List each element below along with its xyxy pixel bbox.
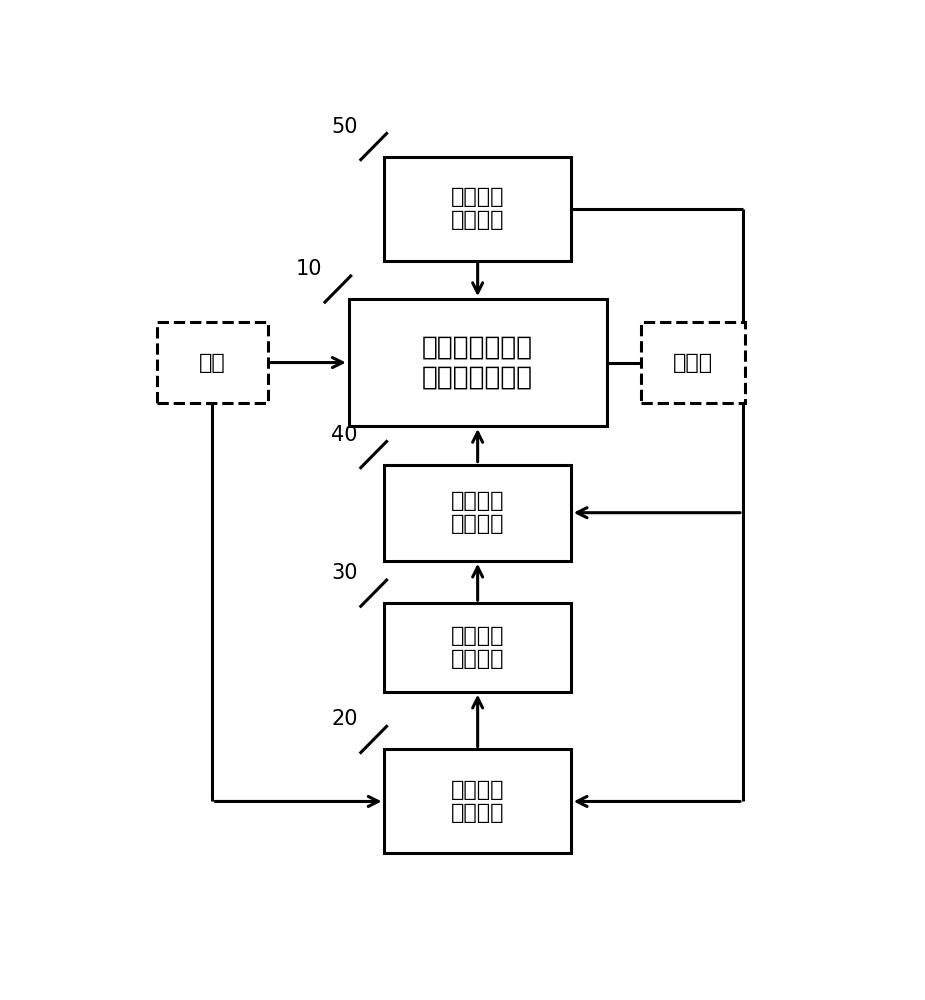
Bar — [385, 603, 571, 692]
Text: 20: 20 — [331, 709, 358, 729]
Bar — [157, 322, 268, 403]
Text: 10: 10 — [296, 259, 322, 279]
Text: 可变电抗器和电
容器串并联单元: 可变电抗器和电 容器串并联单元 — [422, 335, 533, 391]
Text: 谐波隔离
保护单元: 谐波隔离 保护单元 — [450, 187, 504, 230]
Bar — [641, 322, 745, 403]
Bar — [385, 157, 571, 261]
Bar — [349, 299, 607, 426]
Text: 电网: 电网 — [199, 353, 226, 373]
Text: 谐波隔离
执行单元: 谐波隔离 执行单元 — [450, 491, 504, 534]
Text: 谐波隔离
检测单元: 谐波隔离 检测单元 — [450, 780, 504, 823]
Text: 谐波隔离
控制单元: 谐波隔离 控制单元 — [450, 626, 504, 669]
Bar — [385, 749, 571, 853]
Text: 谐波源: 谐波源 — [672, 353, 713, 373]
Text: 30: 30 — [331, 563, 358, 583]
Bar — [385, 465, 571, 561]
Text: 40: 40 — [331, 425, 358, 445]
Text: 50: 50 — [331, 117, 358, 137]
